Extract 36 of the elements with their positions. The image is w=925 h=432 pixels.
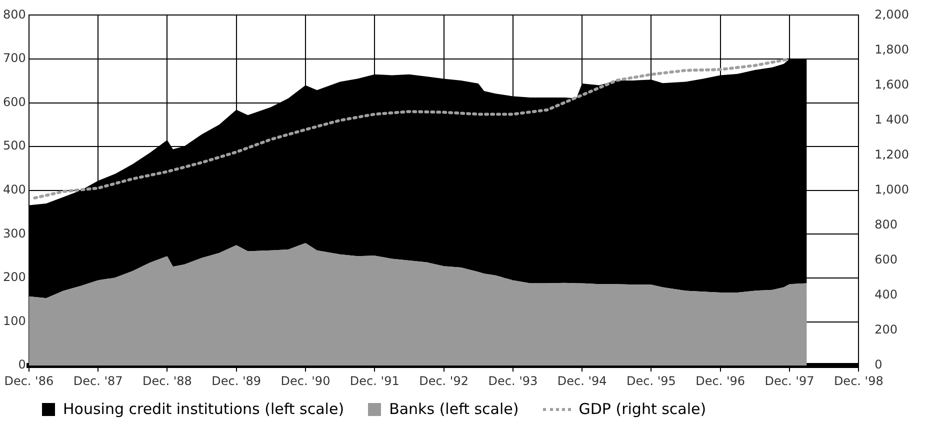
x-tick-label: Dec. '86 [4, 374, 54, 388]
y-tick-label: 0 [18, 358, 26, 372]
x-tick-label: Dec. '92 [419, 374, 468, 388]
legend-label: GDP (right scale) [578, 400, 706, 418]
x-tick-label: Dec. '98 [834, 374, 884, 388]
legend-label: Housing credit institutions (left scale) [62, 400, 344, 418]
x-tick-label: Dec. '95 [626, 374, 676, 388]
y2-tick-label: 600 [874, 252, 898, 267]
y-tick-label: 500 [3, 138, 26, 153]
y2-tick-label: 1,200 [874, 147, 910, 162]
y-tick-label: 700 [3, 51, 26, 66]
y-tick-label: 400 [3, 182, 26, 197]
y2-tick-label: 1,800 [874, 42, 910, 56]
y2-tick-label: 2,000 [874, 7, 910, 22]
y-tick-label: 100 [3, 314, 26, 328]
x-tick-label: Dec. '94 [557, 374, 607, 388]
y-tick-label: 200 [3, 270, 26, 284]
x-tick-label: Dec. '90 [280, 374, 330, 388]
y2-tick-label: 0 [874, 358, 882, 372]
x-tick-label: Dec. '88 [142, 374, 192, 388]
x-tick-label: Dec. '87 [73, 374, 123, 388]
x-tick-label: Dec. '96 [696, 374, 746, 388]
y2-tick-label: 400 [874, 288, 898, 302]
x-tick-label: Dec. '97 [764, 374, 814, 388]
y-tick-label: 600 [3, 94, 26, 109]
y2-tick-label: 200 [874, 322, 898, 337]
x-tick-label: Dec. '91 [350, 374, 400, 388]
y2-tick-label: 1 400 [874, 112, 910, 126]
y2-tick-label: 1,600 [874, 77, 910, 92]
y2-tick-label: 1,000 [874, 182, 910, 197]
x-tick-label: Dec. '89 [212, 374, 262, 388]
y-tick-label: 300 [3, 226, 26, 240]
legend-label: Banks (left scale) [388, 400, 519, 418]
x-tick-label: Dec. '93 [488, 374, 538, 388]
y-tick-label: 800 [3, 7, 26, 22]
y2-tick-label: 800 [874, 218, 898, 232]
